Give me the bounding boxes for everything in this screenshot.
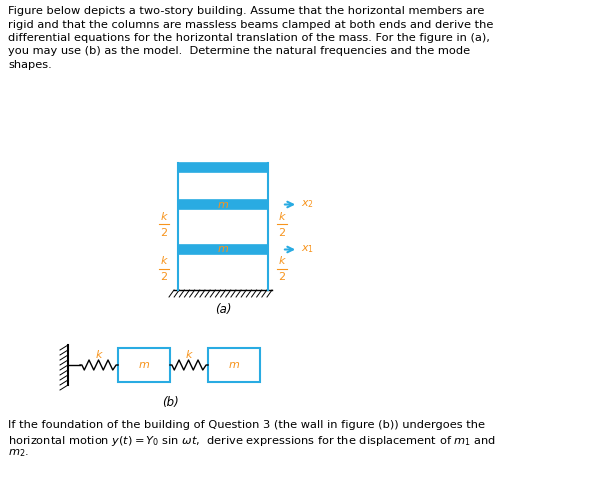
Bar	[118, 348, 170, 382]
Text: $k$: $k$	[160, 210, 168, 222]
Text: (a): (a)	[215, 303, 231, 316]
Bar	[178, 163, 268, 172]
Text: $k$: $k$	[185, 348, 193, 360]
Text: $2$: $2$	[278, 226, 286, 238]
Text: shapes.: shapes.	[8, 60, 52, 70]
Text: $k$: $k$	[278, 254, 286, 266]
Text: $2$: $2$	[278, 270, 286, 282]
Text: $x_2$: $x_2$	[301, 199, 314, 210]
Text: Figure below depicts a two-story building. Assume that the horizontal members ar: Figure below depicts a two-story buildin…	[8, 6, 484, 16]
Text: differential equations for the horizontal translation of the mass. For the figur: differential equations for the horizonta…	[8, 33, 490, 43]
Text: you may use (b) as the model.  Determine the natural frequencies and the mode: you may use (b) as the model. Determine …	[8, 47, 470, 57]
Text: If the foundation of the building of Question 3 (the wall in figure (b)) undergo: If the foundation of the building of Que…	[8, 420, 485, 430]
Text: $x_1$: $x_1$	[301, 244, 314, 255]
Text: (b): (b)	[161, 396, 179, 409]
Text: $k$: $k$	[160, 254, 168, 266]
Text: $m$: $m$	[217, 245, 229, 254]
Text: $m$: $m$	[138, 360, 150, 370]
Bar	[178, 200, 268, 209]
Bar	[208, 348, 260, 382]
Text: $2$: $2$	[160, 226, 168, 238]
Bar	[178, 245, 268, 254]
Text: $2$: $2$	[160, 270, 168, 282]
Text: $k$: $k$	[95, 348, 103, 360]
Text: $m$: $m$	[217, 199, 229, 210]
Text: horizontal motion $y(t){=}Y_0$ sin $\omega t$,  derive expressions for the displ: horizontal motion $y(t){=}Y_0$ sin $\ome…	[8, 433, 496, 447]
Text: $m$: $m$	[228, 360, 240, 370]
Text: $k$: $k$	[278, 210, 286, 222]
Text: $m_2$.: $m_2$.	[8, 447, 29, 459]
Text: rigid and that the columns are massless beams clamped at both ends and derive th: rigid and that the columns are massless …	[8, 19, 493, 29]
